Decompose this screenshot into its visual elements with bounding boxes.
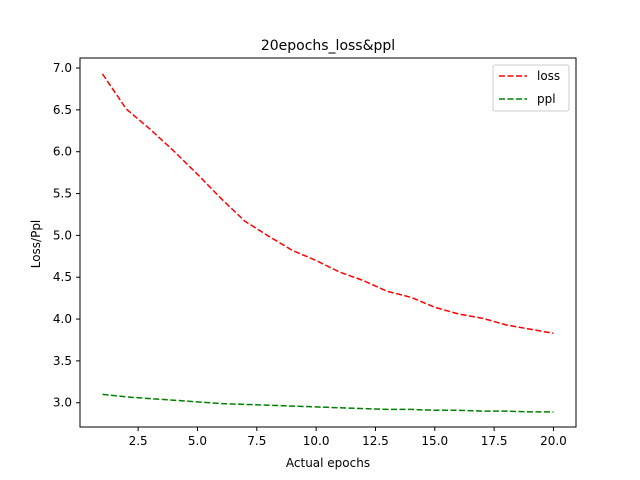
x-tick-label: 20.0 [540,434,567,448]
y-tick-label: 5.5 [53,187,72,201]
y-axis-title: Loss/Ppl [29,220,43,269]
plot-frame [79,57,577,428]
x-tick-label: 10.0 [303,434,330,448]
x-tick-label: 15.0 [421,434,448,448]
x-axis-title: Actual epochs [286,456,370,470]
series-line-loss [101,73,554,335]
x-axis: 2.5 5.0 7.5 10.0 12.5 15.0 17.5 20.0 [129,427,567,448]
y-tick-label: 6.5 [53,103,72,117]
series-lines [101,73,554,413]
legend-label-loss: loss [537,69,560,83]
y-tick-label: 4.0 [53,312,72,326]
y-axis: 3.0 3.5 4.0 4.5 5.0 5.5 6.0 6.5 7.0 [53,61,80,410]
x-tick-label: 5.0 [188,434,207,448]
y-tick-label: 3.0 [53,396,72,410]
x-tick-label: 2.5 [129,434,148,448]
y-tick-label: 3.5 [53,354,72,368]
x-tick-label: 12.5 [362,434,389,448]
y-tick-label: 4.5 [53,270,72,284]
x-tick-label: 7.5 [247,434,266,448]
legend: loss ppl [492,64,570,112]
legend-label-ppl: ppl [537,92,556,106]
series-line-ppl [102,393,554,413]
plot-area [79,57,577,428]
chart-title: 20epochs_loss&ppl [261,38,395,54]
y-tick-label: 7.0 [53,61,72,75]
y-tick-label: 6.0 [53,145,72,159]
y-tick-label: 5.0 [53,228,72,242]
x-tick-label: 17.5 [481,434,508,448]
